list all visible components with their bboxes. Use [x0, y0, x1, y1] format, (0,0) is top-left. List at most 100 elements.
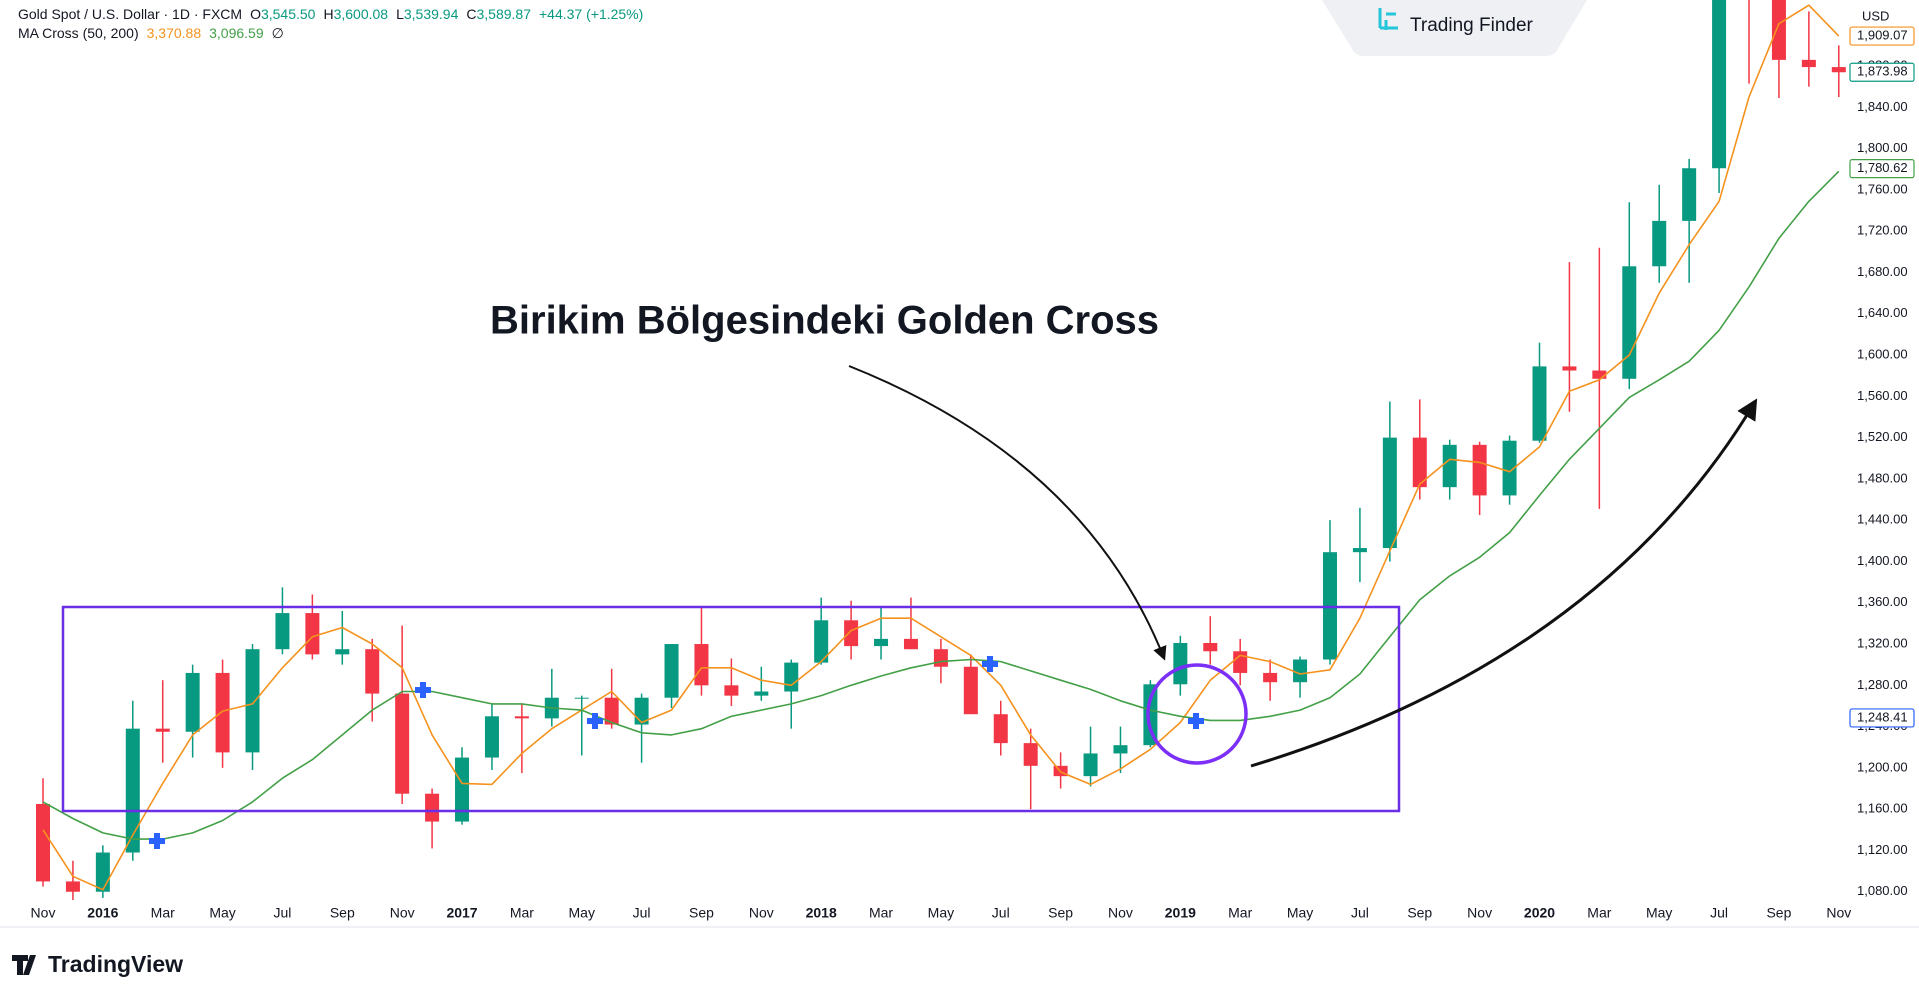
y-tick-label: 1,640.00	[1857, 305, 1908, 320]
y-tick-label: 1,400.00	[1857, 553, 1908, 568]
candle-body	[784, 662, 799, 692]
x-tick-label: Nov	[31, 905, 56, 921]
watermark-icon	[1378, 8, 1398, 30]
candle-body	[1382, 437, 1397, 549]
candle	[1083, 726, 1098, 787]
candle-body	[874, 638, 889, 647]
candle	[514, 703, 529, 774]
candle-body	[1682, 168, 1697, 221]
x-tick-label: May	[569, 905, 595, 921]
candle	[754, 666, 769, 701]
candle-body	[1532, 366, 1547, 441]
candle-body	[1293, 659, 1308, 683]
candle-body	[1143, 684, 1158, 746]
watermark-text: Trading Finder	[1410, 15, 1534, 36]
y-tick-label: 1,720.00	[1857, 223, 1908, 238]
candle-body	[1083, 753, 1098, 777]
candle-body	[395, 693, 410, 794]
candle-body	[65, 881, 80, 892]
candle-body	[604, 697, 619, 725]
candle-body	[1113, 745, 1128, 754]
candle-body	[1412, 437, 1427, 488]
plot-area	[36, 0, 1846, 900]
axis-unit: USD	[1862, 8, 1889, 23]
cross-marker	[415, 682, 431, 698]
x-tick-label: 2019	[1165, 905, 1196, 921]
x-tick-label: Nov	[749, 905, 774, 921]
y-tick-label: 1,560.00	[1857, 388, 1908, 403]
y-tick-label: 1,680.00	[1857, 264, 1908, 279]
y-tick-label: 1,200.00	[1857, 759, 1908, 774]
y-tick-label: 1,600.00	[1857, 346, 1908, 361]
price-badge	[1849, 26, 1915, 46]
legend-indicator-value: 3,370.88	[147, 25, 202, 41]
cross-marker	[149, 833, 165, 849]
cross-markers	[149, 656, 1204, 849]
x-tick-label: Jul	[1710, 905, 1728, 921]
x-tick-label: Nov	[1467, 905, 1492, 921]
candle	[1442, 439, 1457, 500]
y-tick-label: 1,360.00	[1857, 594, 1908, 609]
y-tick-label: 1,320.00	[1857, 635, 1908, 650]
candle-body	[125, 728, 140, 853]
y-tick-label: 1,840.00	[1857, 99, 1908, 114]
candle-body	[335, 649, 350, 655]
candle	[574, 695, 589, 756]
trend-arrow	[1250, 398, 1758, 768]
candle-body	[1502, 440, 1517, 496]
moving-average	[42, 170, 1840, 840]
candle	[275, 587, 290, 655]
candle-body	[754, 691, 769, 696]
legend-indicator: MA Cross (50, 200)	[18, 25, 139, 41]
candle-body	[664, 644, 679, 698]
candle-body	[305, 613, 320, 655]
candle	[365, 638, 380, 722]
legend-ohlc-value: 3,539.94	[404, 6, 459, 22]
candle-body	[1801, 59, 1816, 68]
candle	[65, 860, 80, 900]
candle-body	[993, 714, 1008, 744]
candle	[395, 625, 410, 805]
legend-indicator-line: MA Cross (50, 200) 3,370.88 3,096.59 ∅	[18, 25, 284, 41]
candle	[814, 597, 829, 665]
x-tick-label: 2020	[1524, 905, 1555, 921]
candle-body	[245, 649, 260, 753]
y-tick-label: 1,080.00	[1857, 883, 1908, 898]
candle-body	[1263, 672, 1278, 683]
golden-cross-circle	[1146, 663, 1248, 765]
candle	[185, 664, 200, 758]
candle	[1532, 342, 1547, 443]
candle	[874, 607, 889, 660]
x-tick-label: Mar	[1228, 905, 1252, 921]
x-tick-label: Sep	[330, 905, 355, 921]
candle-body	[1173, 643, 1188, 685]
legend-indicator-value: 3,096.59	[209, 25, 264, 41]
candle-body	[425, 793, 440, 822]
x-tick-label: Jul	[1351, 905, 1369, 921]
x-tick-label: Nov	[1826, 905, 1851, 921]
candle-body	[1023, 743, 1038, 766]
candle	[155, 680, 170, 763]
candle-body	[1352, 548, 1367, 553]
candle-body	[574, 697, 589, 699]
candle	[963, 654, 978, 715]
candle	[1143, 680, 1158, 748]
price-badge-label: 1,909.07	[1857, 27, 1908, 42]
candle	[1502, 435, 1517, 505]
x-tick-label: May	[1287, 905, 1313, 921]
candle	[1113, 726, 1128, 774]
x-tick-label: 2018	[806, 905, 837, 921]
candle-body	[275, 613, 290, 650]
candle	[1652, 184, 1667, 283]
candle-body	[963, 666, 978, 715]
candle	[425, 788, 440, 849]
candle-body	[36, 804, 50, 882]
candle	[694, 605, 709, 696]
candle	[1831, 45, 1846, 98]
x-tick-label: Sep	[1407, 905, 1432, 921]
x-tick-label: Sep	[689, 905, 714, 921]
candle-body	[844, 620, 859, 647]
legend: Gold Spot / U.S. Dollar · 1D · FXCM O3,54…	[18, 6, 643, 41]
x-tick-label: 2016	[87, 905, 118, 921]
